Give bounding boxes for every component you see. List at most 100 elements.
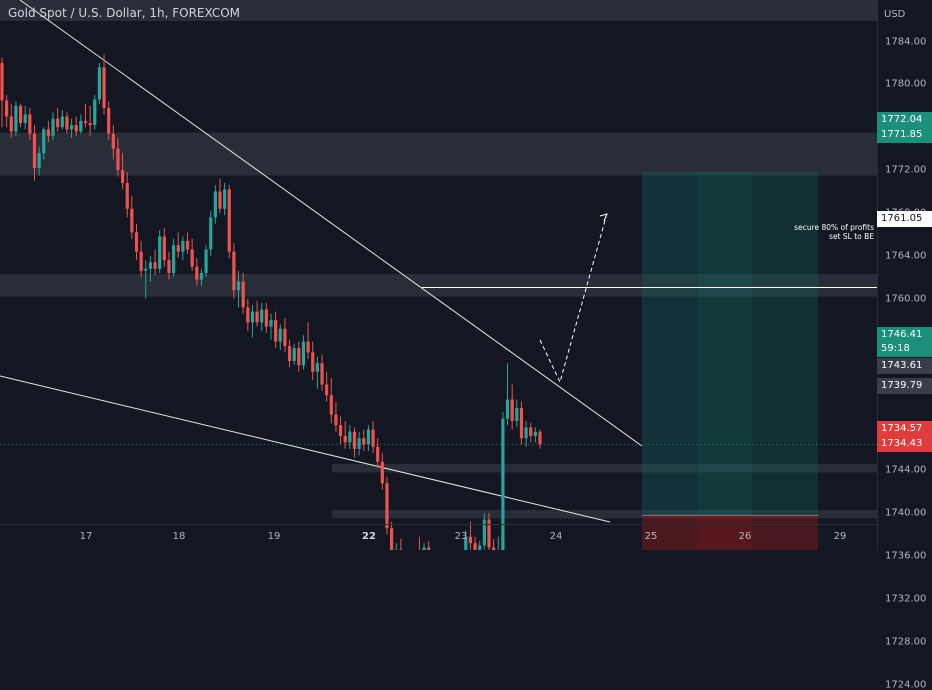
time-tick: 19 — [268, 531, 281, 542]
take-profit-area — [642, 172, 698, 516]
candle-body-up — [251, 312, 254, 323]
candle-body-down — [376, 447, 379, 462]
price-tick: 1728.00 — [885, 636, 926, 647]
price-label-badge: 1739.79 — [877, 378, 932, 394]
candle-body-up — [269, 320, 272, 326]
candle-body-down — [89, 123, 92, 125]
price-tick: 1760.00 — [885, 293, 926, 304]
candle-body-down — [126, 183, 129, 209]
annotation-line-1: secure 80% of profits — [760, 223, 874, 232]
candle-body-up — [144, 269, 147, 271]
candle-body-down — [186, 241, 189, 250]
candle-body-down — [339, 425, 342, 436]
time-tick: 23 — [455, 531, 468, 542]
candle-body-down — [163, 237, 166, 261]
candle-body-up — [279, 329, 282, 342]
candle-body-down — [353, 432, 356, 449]
candle-body-up — [70, 125, 73, 129]
candle-body-down — [28, 114, 31, 133]
candle-body-down — [274, 320, 277, 341]
candle-body-up — [223, 189, 226, 208]
time-tick: 26 — [739, 531, 752, 542]
price-label-badge: 1743.61 — [877, 358, 932, 374]
time-tick: 18 — [173, 531, 186, 542]
candle-body-down — [65, 117, 68, 130]
price-label-badge: 1734.57 — [877, 421, 932, 437]
price-label-badge: 1761.05 — [877, 211, 932, 227]
candle-body-up — [483, 520, 486, 546]
candle-body-down — [177, 245, 180, 251]
candle-body-down — [116, 149, 119, 170]
time-tick: 24 — [550, 531, 563, 542]
price-tick: 1736.00 — [885, 551, 926, 562]
candle-body-up — [348, 432, 351, 443]
candle-body-down — [102, 67, 105, 108]
candle-body-down — [469, 537, 472, 543]
candle-body-up — [24, 114, 27, 123]
candle-body-down — [228, 189, 231, 251]
candle-body-up — [79, 121, 82, 132]
candle-body-down — [47, 129, 50, 135]
candle-body-down — [473, 543, 476, 550]
candle-body-down — [307, 342, 310, 353]
candle-body-down — [529, 427, 532, 436]
candle-body-down — [320, 363, 323, 384]
candle-body-down — [390, 528, 393, 550]
candle-body-up — [515, 408, 518, 421]
price-tick: 1724.00 — [885, 679, 926, 690]
candle-body-down — [330, 395, 333, 414]
candle-body-down — [84, 121, 87, 123]
candle-body-up — [149, 262, 152, 268]
price-label-badge: 1734.43 — [877, 436, 932, 452]
candle-body-down — [121, 170, 124, 183]
candle-body-down — [130, 209, 133, 233]
candle-body-down — [19, 106, 22, 123]
price-tick: 1732.00 — [885, 593, 926, 604]
candle-body-down — [283, 329, 286, 346]
candle-body-down — [232, 252, 235, 291]
price-label-badge: 1771.85 — [877, 127, 932, 143]
candle-body-up — [204, 249, 207, 273]
candle-body-down — [140, 252, 143, 271]
candle-body-up — [358, 438, 361, 449]
candle-body-up — [98, 67, 101, 99]
candle-body-down — [511, 400, 514, 421]
candle-body-down — [218, 192, 221, 209]
candle-body-up — [316, 363, 319, 372]
candle-body-up — [302, 342, 305, 366]
candle-body-down — [195, 267, 198, 280]
candle-body-down — [297, 348, 300, 365]
candle-body-up — [478, 545, 481, 550]
price-label-badge: 1772.04 — [877, 112, 932, 128]
candle-body-up — [14, 106, 17, 132]
candle-body-up — [237, 282, 240, 291]
stop-loss-area — [752, 515, 818, 550]
candle-body-down — [33, 134, 36, 168]
candle-body-up — [158, 237, 161, 269]
chart-title: Gold Spot / U.S. Dollar, 1h, FOREXCOM — [8, 6, 240, 20]
price-tick: 1764.00 — [885, 250, 926, 261]
time-tick: 22 — [362, 531, 376, 542]
candle-body-up — [367, 430, 370, 445]
price-label-badge: 59:18 — [877, 341, 932, 357]
candle-body-down — [10, 117, 13, 132]
candle-body-down — [371, 430, 374, 447]
time-tick: 29 — [834, 531, 847, 542]
candle-body-down — [538, 432, 541, 445]
price-chart[interactable] — [0, 0, 932, 550]
candle-body-up — [501, 419, 504, 550]
candle-body-down — [311, 352, 314, 371]
candle-body-down — [362, 438, 365, 444]
candle-body-down — [381, 462, 384, 483]
candle-body-down — [242, 282, 245, 308]
candle-body-down — [56, 119, 59, 128]
candle-body-up — [93, 99, 96, 125]
time-tick: 17 — [80, 531, 93, 542]
candle-body-up — [172, 245, 175, 273]
take-profit-area — [698, 172, 752, 516]
candle-body-down — [246, 307, 249, 322]
candle-body-up — [293, 348, 296, 361]
candle-body-up — [506, 400, 509, 419]
candle-body-down — [191, 249, 194, 266]
candle-body-down — [344, 436, 347, 442]
